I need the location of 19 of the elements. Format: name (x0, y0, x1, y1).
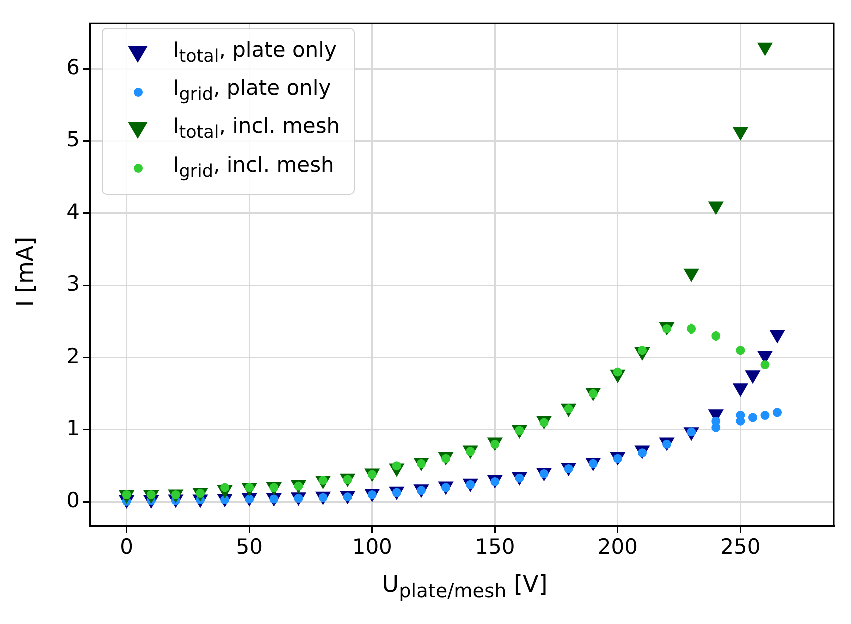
x-tick-label: 100 (352, 535, 392, 560)
x-tick-label: 200 (598, 535, 638, 560)
y-tick-label: 4 (66, 200, 80, 224)
y-tick-label: 3 (66, 272, 80, 296)
legend-label: I$_{grid}$, plate only (173, 75, 332, 108)
x-tick-label: 250 (720, 535, 761, 560)
x-tick-label: 150 (475, 535, 516, 560)
x-tick-label: 0 (120, 535, 134, 560)
legend-label: I$_{total}$, plate only (173, 37, 337, 70)
y-tick-label: 1 (66, 416, 80, 440)
legend-label: I$_{grid}$, incl. mesh (173, 152, 334, 184)
y-tick-label: 6 (66, 56, 80, 80)
legend-label: I$_{total}$, incl. mesh (173, 113, 340, 146)
y-tick-label: 0 (66, 488, 80, 513)
y-tick-label: 2 (66, 344, 80, 368)
x-tick-label: 50 (236, 535, 263, 560)
y-tick-label: 5 (66, 128, 80, 152)
x-axis-title: U$_{plate/mesh}$ [V] (382, 572, 548, 603)
y-axis-title: I [mA] (13, 236, 39, 308)
